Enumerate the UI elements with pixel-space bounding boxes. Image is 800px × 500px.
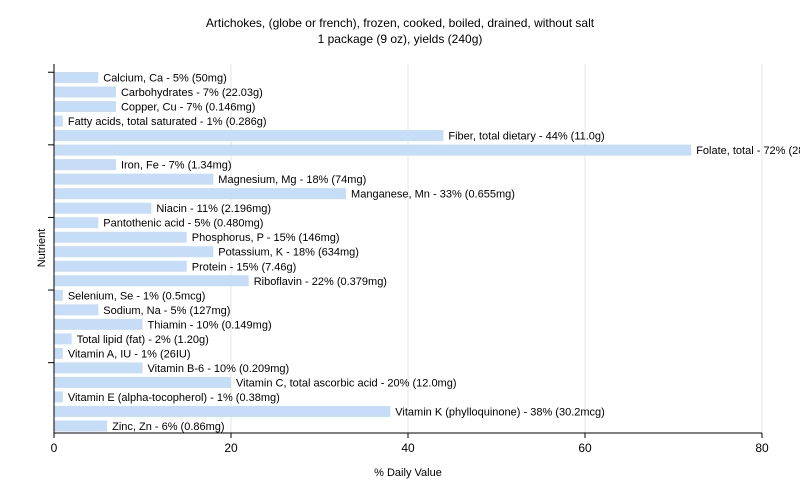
chart-subtitle: 1 package (9 oz), yields (240g) [317,32,483,46]
bar [54,260,187,272]
bar [54,72,99,83]
bar [54,376,231,388]
chart-title: Artichokes, (globe or french), frozen, c… [205,16,595,30]
bar-label: Pantothenic acid - 5% (0.480mg) [103,218,263,230]
bar-label: Vitamin E (alpha-tocopherol) - 1% (0.38m… [68,392,280,404]
bar-label: Vitamin B-6 - 10% (0.209mg) [148,363,290,375]
bar [54,101,116,113]
bar-label: Magnesium, Mg - 18% (74mg) [218,174,366,186]
bar-label: Fatty acids, total saturated - 1% (0.286… [68,116,267,128]
bar-label: Vitamin K (phylloquinone) - 38% (30.2mcg… [395,406,605,418]
x-tick-label: 0 [51,441,58,455]
bar [54,188,347,200]
x-axis-label: % Daily Value [374,467,442,479]
bar [54,333,72,345]
bar-label: Potassium, K - 18% (634mg) [218,247,359,259]
bar-label: Iron, Fe - 7% (1.34mg) [121,160,232,172]
bar-label: Folate, total - 72% (286mcg) [696,145,800,157]
bars: Calcium, Ca - 5% (50mg) Carbohydrates - 7… [54,72,800,433]
bar-label: Carbohydrates - 7% (22.03g) [121,87,263,99]
bar-label: Riboflavin - 22% (0.379mg) [254,276,387,288]
bar [54,318,143,330]
bar [54,115,63,127]
bar [54,347,63,359]
bar-label: Phosphorus, P - 15% (146mg) [192,232,340,244]
bar [54,405,391,417]
bar-label: Sodium, Na - 5% (127mg) [103,305,230,317]
bar-label: Copper, Cu - 7% (0.146mg) [121,102,256,114]
bar-label: Vitamin C, total ascorbic acid - 20% (12… [236,377,457,389]
bar-label: Thiamin - 10% (0.149mg) [148,319,272,331]
bar-label: Selenium, Se - 1% (0.5mcg) [68,290,206,302]
x-tick-label: 40 [401,441,415,455]
x-tick-label: 60 [578,441,592,455]
bar-label: Vitamin A, IU - 1% (26IU) [68,348,191,360]
bar-label: Manganese, Mn - 33% (0.655mg) [351,189,515,201]
bar [54,275,249,287]
axes: 0 20 40 60 80 [48,64,769,455]
grid-lines [230,64,763,433]
bar [54,173,214,185]
bar [54,130,444,142]
bar-label: Calcium, Ca - 5% (50mg) [103,73,226,85]
x-tick-label: 80 [755,441,769,455]
bar [54,420,108,432]
x-tick-label: 20 [224,441,238,455]
bar [54,304,99,316]
bar [54,362,143,374]
bar [54,202,152,214]
bar [54,217,99,229]
bar-label: Total lipid (fat) - 2% (1.20g) [77,334,209,346]
bar-label: Fiber, total dietary - 44% (11.0g) [448,131,604,143]
bar [54,289,63,301]
y-axis-label: Nutrient [36,229,48,268]
bar-label: Protein - 15% (7.46g) [192,261,297,273]
bar [54,246,214,258]
bar-label: Niacin - 11% (2.196mg) [156,203,271,215]
bar [54,144,692,156]
bar-label: Zinc, Zn - 6% (0.86mg) [112,421,224,433]
bar [54,231,187,243]
bar [54,159,116,171]
bar [54,86,116,98]
bar [54,391,63,403]
